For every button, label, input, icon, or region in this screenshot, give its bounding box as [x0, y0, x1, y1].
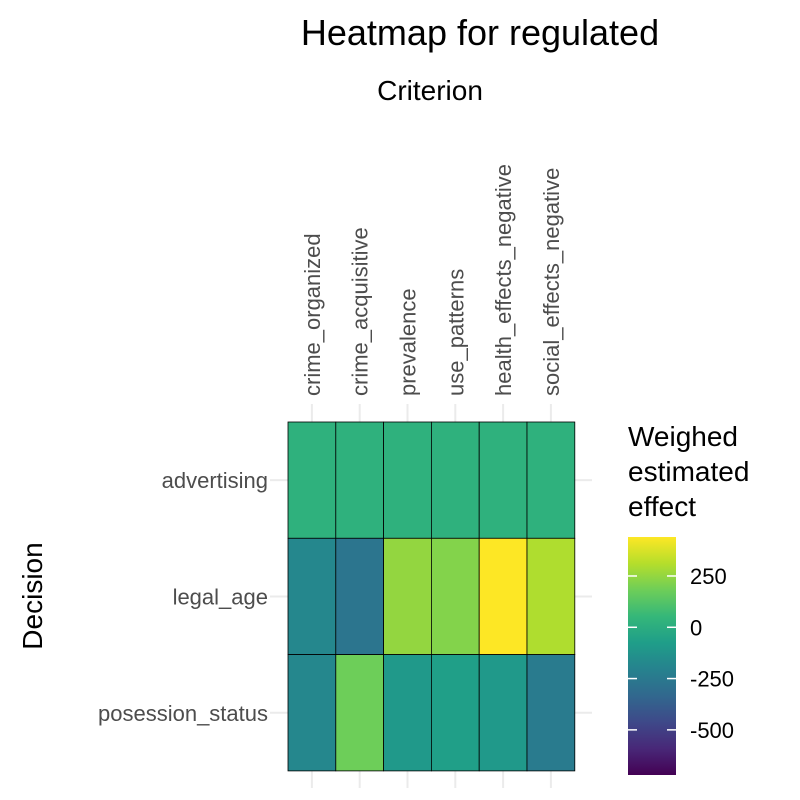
x-tick-label: health_effects_negative	[491, 164, 516, 396]
y-axis-title: Decision	[17, 542, 48, 649]
x-tick-label: use_patterns	[443, 269, 468, 396]
heatmap-cell-posession_status-crime_acquisitive	[335, 654, 384, 772]
heatmap-cell-posession_status-prevalence	[383, 654, 432, 772]
x-tick-labels: crime_organized crime_acquisitive prevalen…	[300, 164, 564, 396]
heatmap-cell-legal_age-prevalence	[383, 537, 432, 655]
heatmap-cell-advertising-social_effects_negative	[526, 421, 576, 539]
y-tick-label: advertising	[162, 468, 268, 493]
heatmap-cell-advertising-use_patterns	[430, 421, 480, 539]
heatmap-cell-legal_age-crime_acquisitive	[335, 537, 384, 655]
legend-ticks: 250 0 -250 -500	[628, 564, 734, 743]
heatmap-cell-legal_age-use_patterns	[430, 537, 480, 655]
y-tick-label: posession_status	[98, 701, 268, 726]
legend-title-line: estimated	[628, 456, 749, 487]
heatmap-cell-advertising-crime_organized	[287, 421, 337, 539]
heatmap-cell-advertising-prevalence	[383, 421, 432, 539]
heatmap-cell-legal_age-health_effects_negative	[478, 537, 528, 655]
legend: Weighed estimated effect 250 0 -250 -500	[628, 421, 749, 775]
heatmap-cell-posession_status-use_patterns	[430, 654, 480, 772]
chart-title: Heatmap for regulated	[301, 12, 659, 53]
heatmap-cell-posession_status-crime_organized	[287, 654, 337, 772]
legend-tick-label: -500	[690, 718, 734, 743]
legend-title-line: Weighed	[628, 421, 738, 452]
legend-title: Weighed estimated effect	[628, 421, 749, 522]
x-tick-label: crime_acquisitive	[348, 227, 373, 396]
x-tick-label: prevalence	[396, 288, 421, 396]
heatmap-cell-advertising-health_effects_negative	[478, 421, 528, 539]
y-tick-label: legal_age	[173, 584, 268, 609]
y-tick-labels: advertising legal_age posession_status	[98, 468, 268, 726]
legend-tick-label: 0	[690, 615, 702, 640]
legend-tick-label: 250	[690, 564, 727, 589]
x-tick-label: crime_organized	[300, 233, 325, 396]
heatmap-cells	[287, 421, 576, 772]
heatmap-cell-advertising-crime_acquisitive	[335, 421, 384, 539]
legend-tick-label: -250	[690, 667, 734, 692]
heatmap-cell-legal_age-social_effects_negative	[526, 537, 576, 655]
x-axis-title: Criterion	[377, 75, 483, 106]
x-tick-label: social_effects_negative	[539, 168, 564, 396]
legend-colorbar	[628, 537, 676, 775]
heatmap-cell-posession_status-social_effects_negative	[526, 654, 576, 772]
heatmap-cell-legal_age-crime_organized	[287, 537, 337, 655]
legend-title-line: effect	[628, 491, 696, 522]
heatmap-cell-posession_status-health_effects_negative	[478, 654, 528, 772]
